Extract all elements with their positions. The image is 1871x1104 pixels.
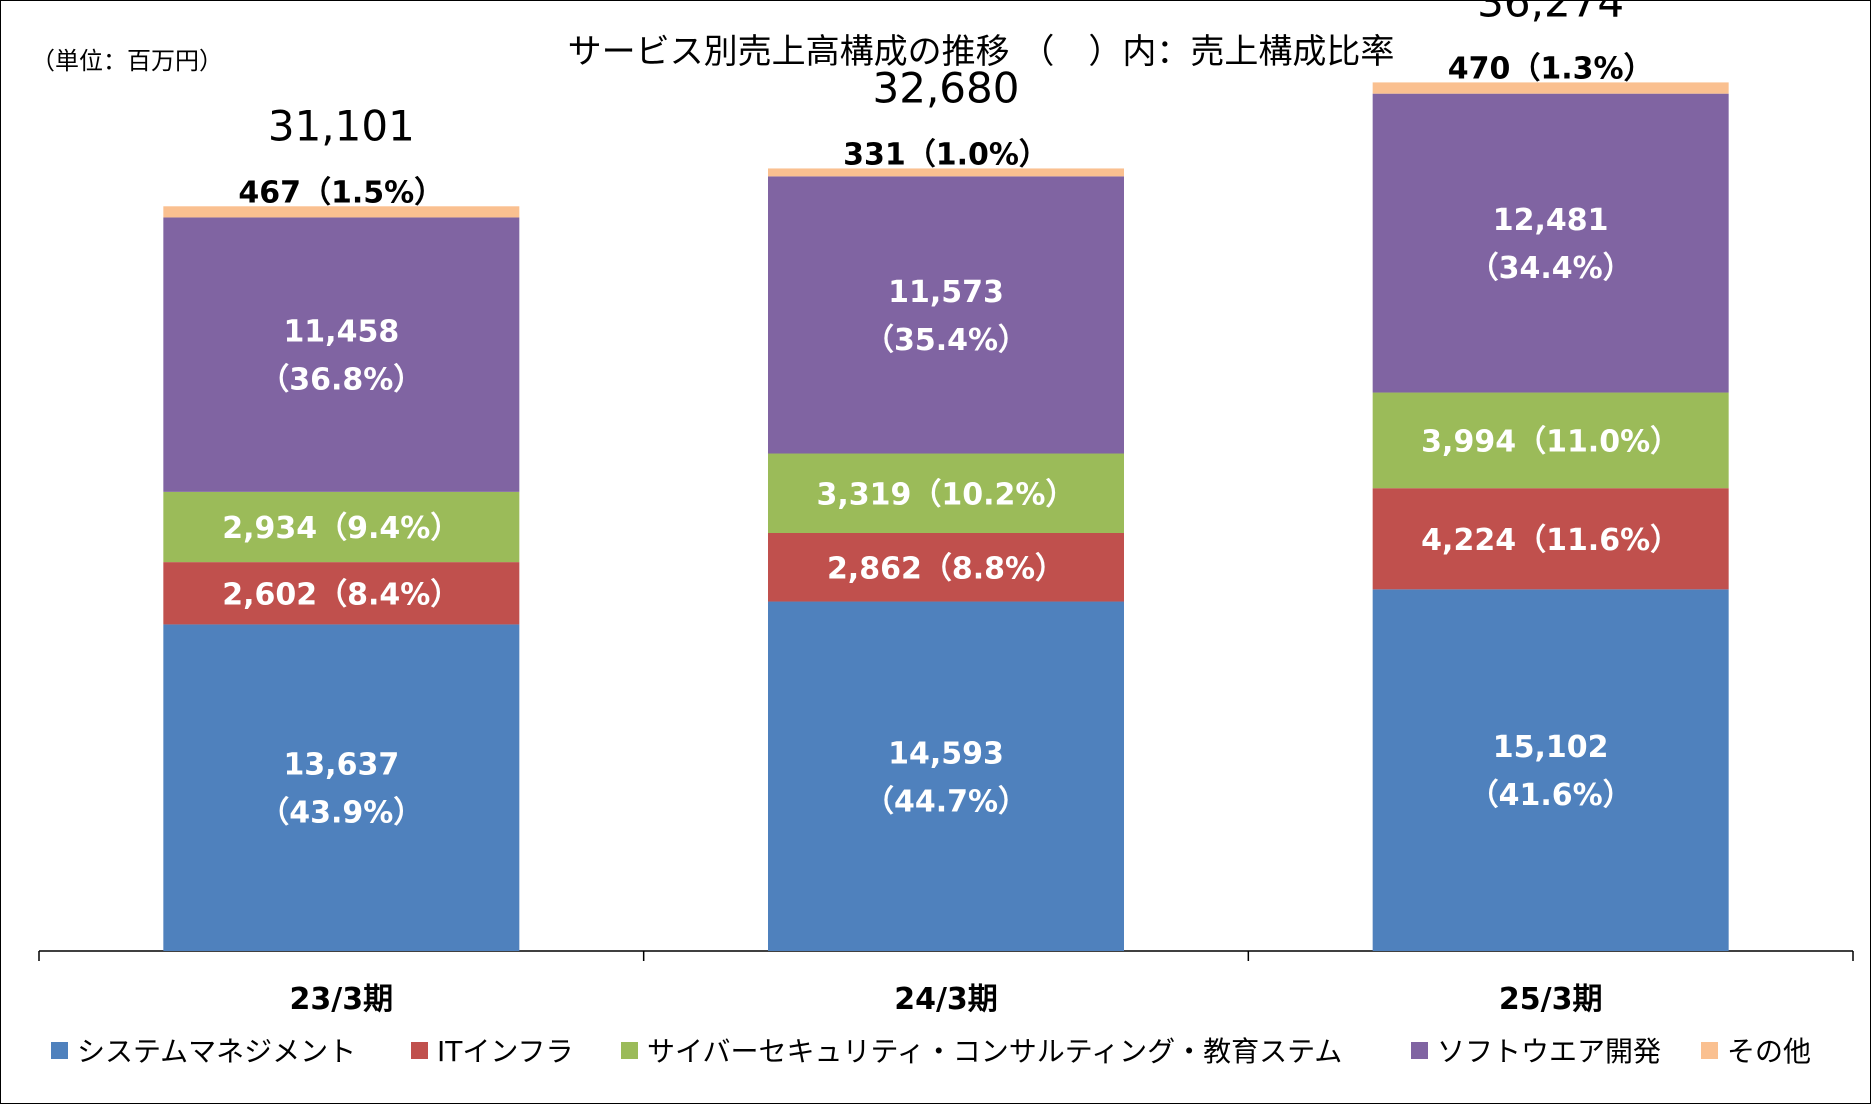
legend-swatch	[621, 1042, 638, 1059]
bar-segment	[163, 217, 520, 492]
bar-segment	[768, 532, 1124, 602]
bar-segment	[163, 624, 520, 951]
data-label: 12,481	[1493, 203, 1609, 238]
data-label: （43.9%）	[259, 796, 423, 831]
data-label: （35.4%）	[864, 323, 1028, 358]
bar-segment	[1372, 93, 1729, 393]
data-label: 13,637	[283, 748, 399, 783]
data-label: （44.7%）	[864, 784, 1028, 819]
legend-swatch	[411, 1042, 428, 1059]
data-label: 2,934（9.4%）	[222, 511, 460, 546]
legend-label: ソフトウエア開発	[1437, 1035, 1661, 1068]
bar-segment	[768, 176, 1124, 454]
legend: システムマネジメント ITインフラ サイバーセキュリティ・コンサルティング・教育ステ…	[51, 1035, 1811, 1068]
bar-segment	[163, 206, 520, 218]
legend-label: その他	[1727, 1035, 1811, 1068]
data-label: 3,319（10.2%）	[817, 477, 1076, 512]
legend-swatch	[1701, 1042, 1718, 1059]
legend-label: サイバーセキュリティ・コンサルティング・教育ステム	[647, 1035, 1342, 1068]
data-label: 2,602（8.4%）	[222, 577, 460, 612]
bar-segment	[1372, 82, 1729, 94]
data-label: 14,593	[888, 736, 1004, 771]
total-label: 31,101	[268, 101, 415, 150]
data-label: 467（1.5%）	[238, 175, 444, 210]
bar-segment	[1372, 589, 1729, 951]
data-label: （34.4%）	[1469, 251, 1633, 286]
data-label: 4,224（11.6%）	[1421, 523, 1680, 558]
legend-swatch	[1411, 1042, 1428, 1059]
data-label: 11,458	[283, 315, 399, 350]
data-label: 331（1.0%）	[843, 137, 1049, 172]
x-tick-label: 25/3期	[1499, 982, 1603, 1017]
data-label: （36.8%）	[259, 363, 423, 398]
data-label: 2,862（8.8%）	[827, 551, 1065, 586]
legend-swatch	[51, 1042, 68, 1059]
plot-area: 13,637 （43.9%） 2,602（8.4%） 2,934（9.4%） 11,45…	[38, 1, 1854, 1017]
bar-segment	[163, 562, 520, 625]
data-label: 15,102	[1493, 730, 1609, 765]
total-label: 36,274	[1477, 1, 1624, 26]
data-label: 3,994（11.0%）	[1421, 424, 1680, 459]
unit-label: （単位：百万円）	[31, 47, 223, 75]
bar-segment	[768, 453, 1124, 533]
bar-segment	[1372, 392, 1729, 489]
data-label: 470（1.3%）	[1448, 51, 1654, 86]
bar-segment	[768, 601, 1124, 951]
total-label: 32,680	[873, 63, 1020, 112]
legend-label: ITインフラ	[437, 1035, 574, 1068]
data-label: （41.6%）	[1469, 778, 1633, 813]
chart-title: サービス別売上高構成の推移 （ ）内：売上構成比率	[568, 32, 1395, 72]
legend-label: システムマネジメント	[77, 1035, 356, 1068]
x-tick-label: 24/3期	[894, 982, 998, 1017]
bar-segment	[1372, 488, 1729, 590]
bar-segment	[768, 168, 1124, 177]
data-label: 11,573	[888, 275, 1004, 310]
bar-segment	[163, 491, 520, 563]
x-tick-label: 23/3期	[290, 982, 394, 1017]
